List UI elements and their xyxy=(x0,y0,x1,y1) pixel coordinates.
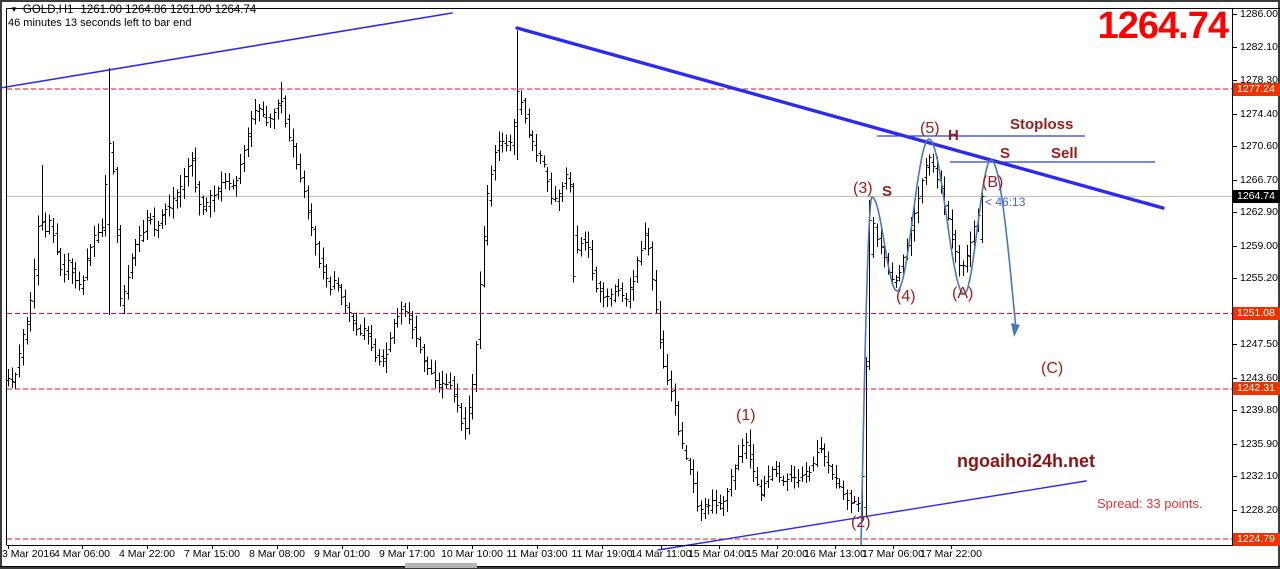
price-axis-label: 1270.60 xyxy=(1240,140,1278,153)
price-axis-label: 1239.80 xyxy=(1240,404,1278,417)
time-axis-label: 11 Mar 19:00 xyxy=(571,548,633,560)
time-axis-label: 9 Mar 01:00 xyxy=(313,548,371,560)
time-axis-label: 15 Mar 20:00 xyxy=(746,548,808,560)
time-axis-label: 11 Mar 03:00 xyxy=(506,548,568,560)
falling-trendline[interactable] xyxy=(515,26,1165,210)
time-axis-label: 8 Mar 08:00 xyxy=(248,548,306,560)
wave-label-3[interactable]: (3) xyxy=(853,180,873,197)
current-bar-ohlc-label: 1261.00 1264.86 1261.00 1264.74 xyxy=(80,4,257,16)
wave-label-a[interactable]: (A) xyxy=(952,285,974,302)
time-axis-label: 17 Mar 06:00 xyxy=(862,548,924,560)
price-axis-label: 1262.90 xyxy=(1240,206,1278,219)
time-axis-label: 10 Mar 10:00 xyxy=(441,548,503,560)
shoulder-left-label[interactable]: S xyxy=(882,183,893,200)
price-axis-label: 1286.00 xyxy=(1240,8,1278,20)
price-axis-label: 1259.00 xyxy=(1240,239,1278,252)
rising-trendline-upper[interactable] xyxy=(0,12,453,89)
price-axis-label: 1235.90 xyxy=(1240,437,1278,450)
time-axis-label: 16 Mar 13:00 xyxy=(804,548,866,560)
symbol-timeframe-label: GOLD,H1 xyxy=(22,4,74,16)
time-axis-label: 4 Mar 22:00 xyxy=(118,548,176,560)
bar-countdown-small[interactable]: < 46:13 xyxy=(985,195,1026,209)
axis-tick-marks xyxy=(8,14,1237,549)
level-price-badge: 1224.79 xyxy=(1233,532,1280,546)
time-axis-label: 15 Mar 04:00 xyxy=(688,548,750,560)
time-axis-label: 14 Mar 11:00 xyxy=(630,548,692,560)
time-axis-label: 9 Mar 17:00 xyxy=(378,548,436,560)
sell-label[interactable]: Sell xyxy=(1051,145,1078,162)
current-price-display: 1264.74 xyxy=(1097,5,1229,47)
level-price-badge: 1251.08 xyxy=(1233,307,1280,321)
time-axis-label: 4 Mar 06:00 xyxy=(53,548,111,560)
wave-label-b[interactable]: (B) xyxy=(982,174,1004,191)
time-axis-label: 3 Mar 2016 xyxy=(2,548,56,560)
bar-countdown-label: 46 minutes 13 seconds left to bar end xyxy=(8,17,192,29)
wave-projection-curve[interactable] xyxy=(860,138,1017,547)
wave-arrowhead-icon xyxy=(1011,323,1020,337)
price-axis-label: 1247.50 xyxy=(1240,338,1278,351)
chart-menu-icon[interactable]: ▼ xyxy=(10,5,18,14)
wave-label-2[interactable]: (2) xyxy=(851,514,871,531)
price-axis-label: 1266.70 xyxy=(1240,173,1278,186)
watermark[interactable]: ngoaihoi24h.net xyxy=(957,451,1096,471)
level-price-badge: 1277.24 xyxy=(1233,82,1280,96)
time-axis-label: 7 Mar 15:00 xyxy=(183,548,241,560)
price-axis-label: 1282.10 xyxy=(1240,41,1278,54)
wave-label-4[interactable]: (4) xyxy=(896,288,916,305)
time-axis-label: 17 Mar 22:00 xyxy=(920,548,982,560)
wave-label-5[interactable]: (5) xyxy=(920,120,940,137)
wave-label-c[interactable]: (C) xyxy=(1041,360,1064,377)
price-axis-label: 1232.10 xyxy=(1240,470,1278,483)
ohlc-bars xyxy=(8,30,983,522)
price-axis-label: 1243.60 xyxy=(1240,371,1278,384)
price-axis-label: 1228.20 xyxy=(1240,503,1278,516)
head-label[interactable]: H xyxy=(948,127,959,144)
price-axis-label: 1255.20 xyxy=(1240,272,1278,285)
chart-title: ▼ GOLD,H1 1261.00 1264.86 1261.00 1264.74 xyxy=(10,4,256,16)
plot-borders xyxy=(6,8,1280,546)
rising-trendline-lower[interactable] xyxy=(657,480,1087,551)
shoulder-right-label[interactable]: S xyxy=(1000,145,1011,162)
stoploss-label[interactable]: Stoploss xyxy=(1010,116,1074,133)
h-scrollbar-thumb[interactable] xyxy=(405,563,477,568)
wave-label-1[interactable]: (1) xyxy=(736,407,756,424)
current-price-badge: 1264.74 xyxy=(1233,189,1280,203)
level-price-badge: 1242.31 xyxy=(1233,382,1280,396)
price-axis-label: 1274.40 xyxy=(1240,107,1278,120)
spread-label[interactable]: Spread: 33 points. xyxy=(1097,496,1203,511)
